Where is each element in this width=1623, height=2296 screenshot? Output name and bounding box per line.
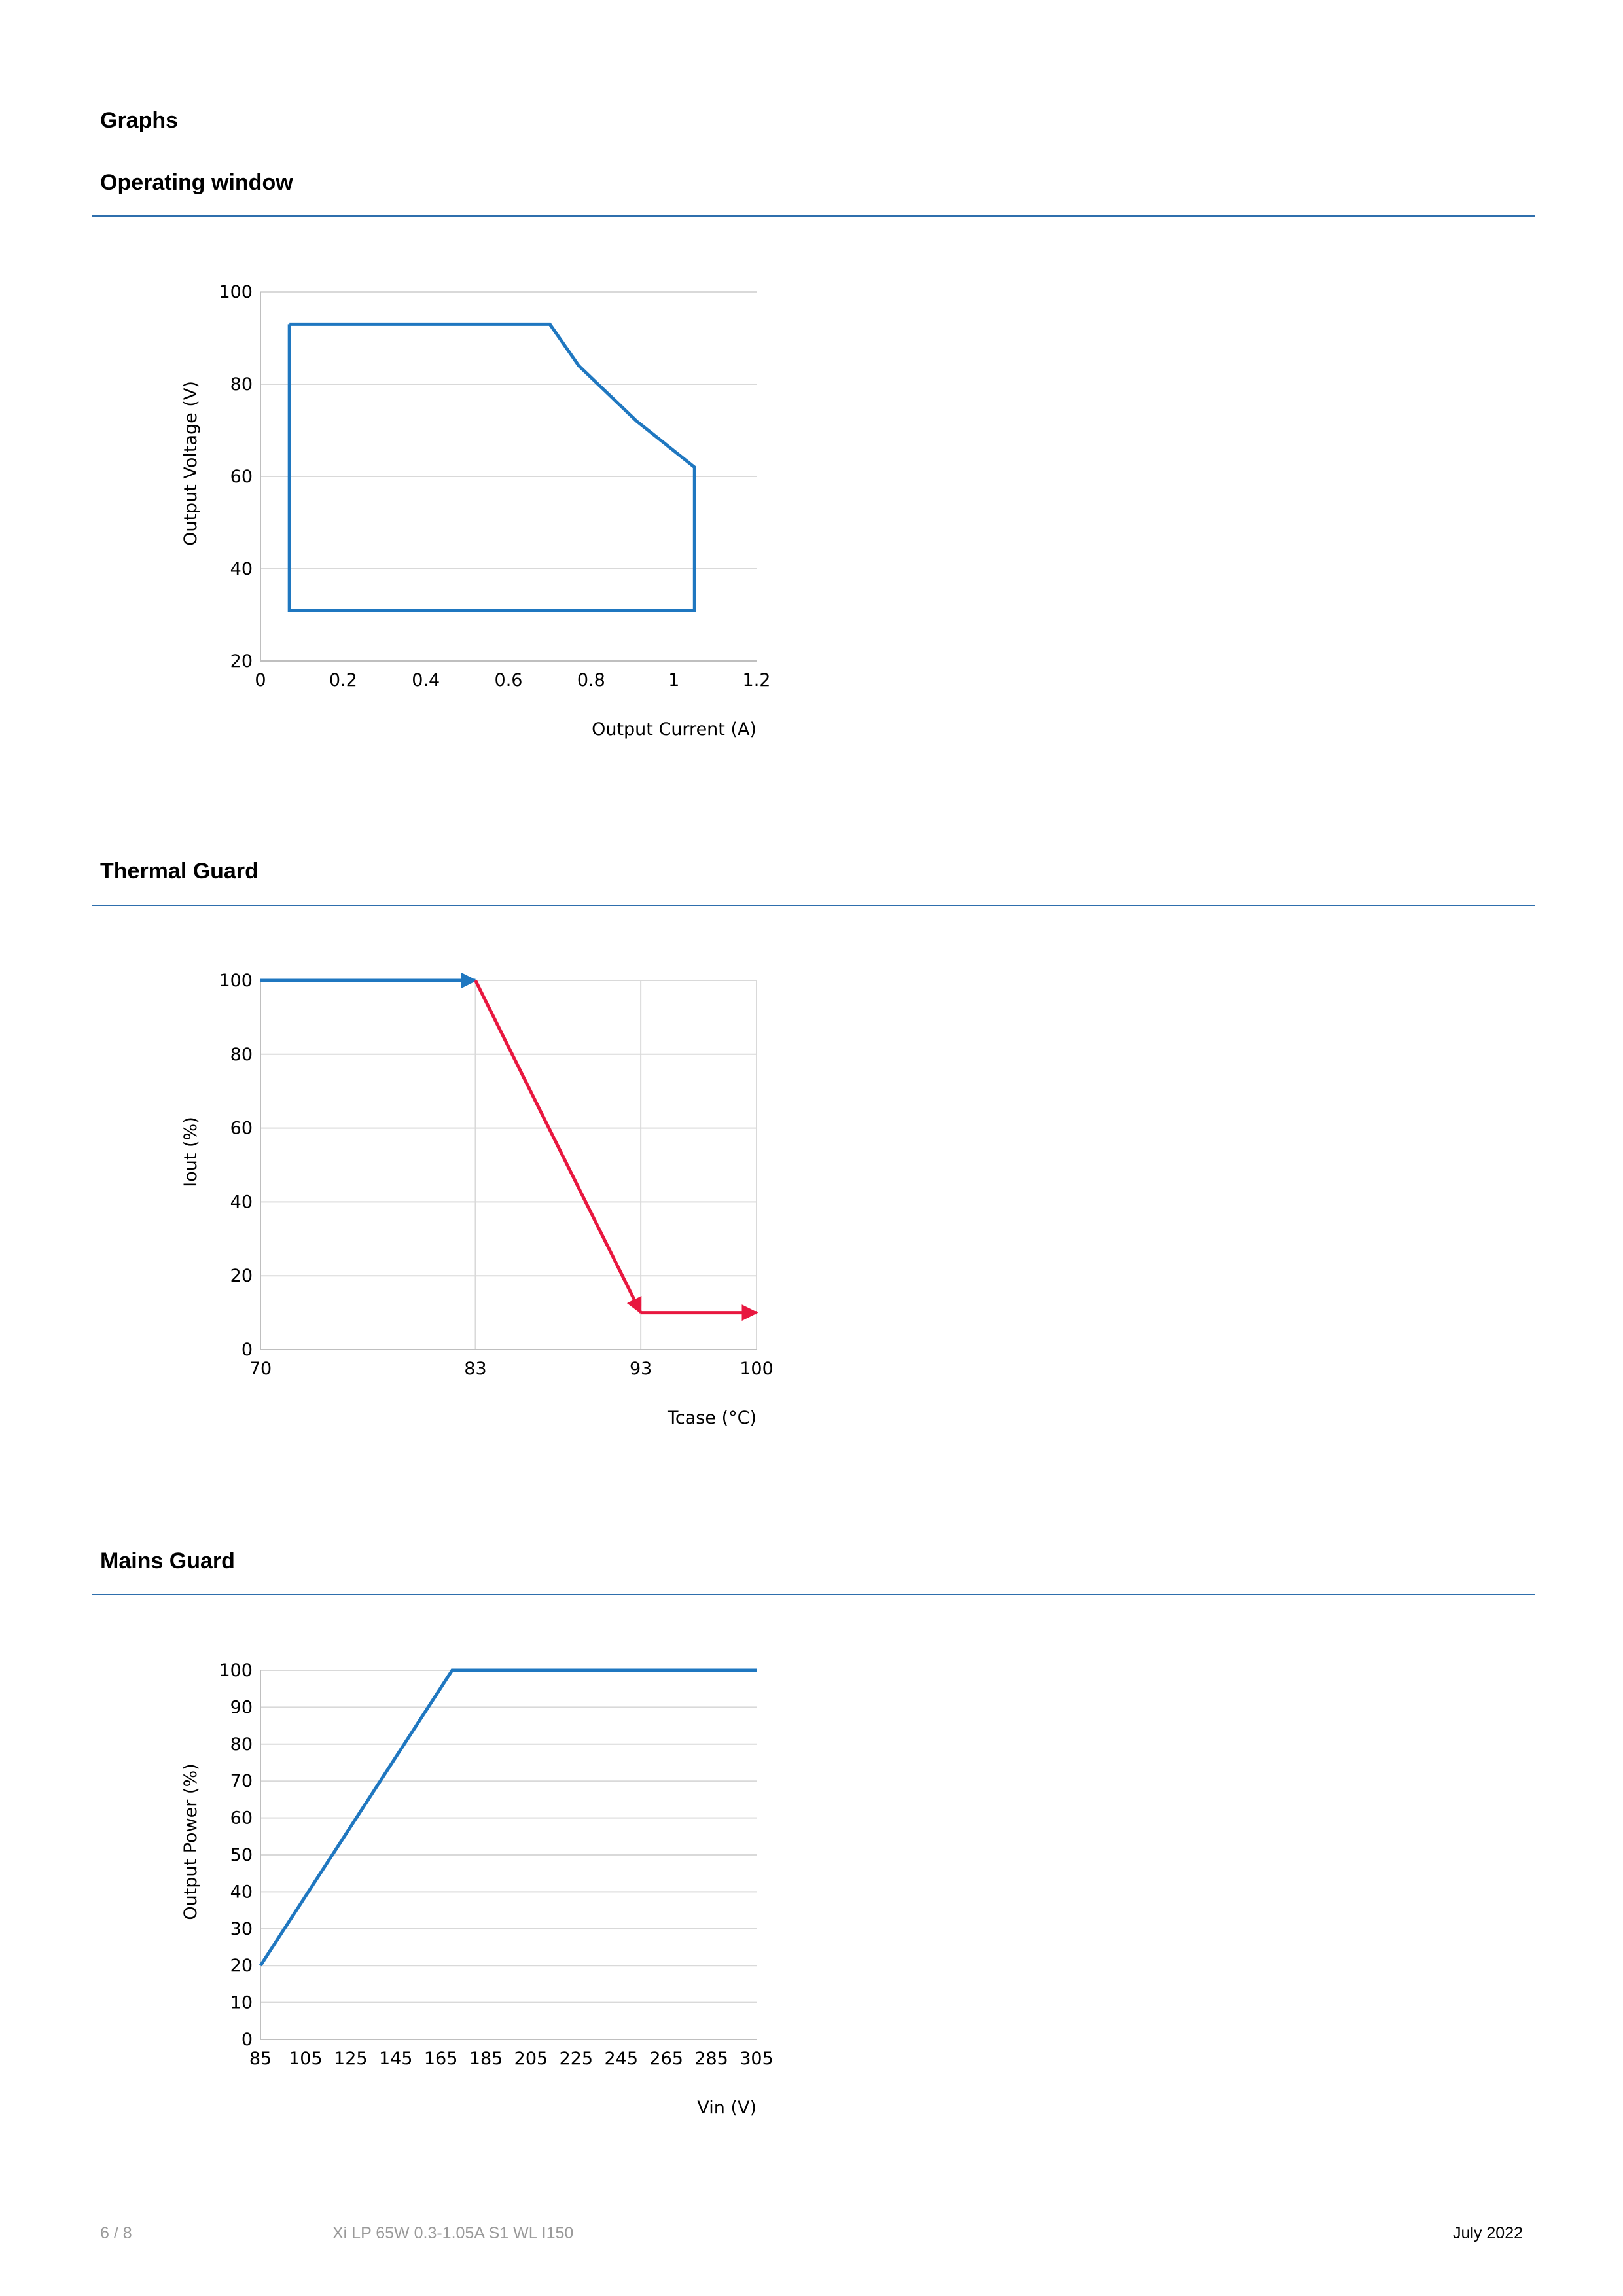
x-tick-label: 225 [560, 2049, 594, 2069]
x-tick-label: 0 [255, 670, 266, 691]
y-axis-title: Iout (%) [181, 1117, 201, 1187]
y-tick-label: 10 [230, 1993, 253, 2013]
y-tick-label: 100 [219, 282, 253, 302]
x-tick-label: 165 [424, 2049, 458, 2069]
mains-guard-heading: Mains Guard [100, 1549, 235, 1573]
y-tick-label: 40 [230, 559, 253, 579]
x-tick-label: 105 [289, 2049, 323, 2069]
y-axis-title: Output Voltage (V) [181, 381, 201, 546]
y-tick-label: 80 [230, 1045, 253, 1065]
operating-window-chart: 20 40 60 80 100 0 0.2 0.4 0.6 0.8 1 1.2 Output Volta… [181, 282, 771, 740]
x-tick-label: 83 [464, 1359, 486, 1379]
x-tick-label: 1.2 [743, 670, 771, 691]
x-tick-label: 0.4 [412, 670, 440, 691]
x-tick-label: 285 [694, 2049, 728, 2069]
x-tick-label: 0.6 [495, 670, 523, 691]
y-tick-label: 0 [241, 1340, 253, 1360]
section-divider [92, 1594, 1535, 1595]
y-tick-label: 20 [230, 1956, 253, 1976]
x-tick-label: 145 [379, 2049, 413, 2069]
y-tick-label: 100 [219, 1660, 253, 1681]
section-divider [92, 905, 1535, 906]
x-tick-label: 265 [649, 2049, 683, 2069]
y-tick-label: 80 [230, 1734, 253, 1755]
x-tick-label: 100 [740, 1359, 774, 1379]
series-line [287, 322, 696, 612]
y-tick-label: 80 [230, 374, 253, 395]
thermal-guard-heading: Thermal Guard [100, 859, 259, 884]
thermal-guard-chart: 0 20 40 60 80 100 70 83 93 100 Iout (%) Tcase (°C) [181, 971, 774, 1428]
y-tick-label: 0 [241, 2030, 253, 2050]
x-tick-label: 245 [604, 2049, 638, 2069]
y-tick-label: 70 [230, 1771, 253, 1791]
y-tick-label: 90 [230, 1697, 253, 1717]
x-axis-title: Output Current (A) [592, 719, 757, 740]
x-axis-title: Tcase (°C) [667, 1408, 757, 1428]
series-line [474, 979, 643, 1314]
operating-window-heading: Operating window [100, 170, 293, 195]
x-tick-label: 185 [469, 2049, 503, 2069]
y-tick-label: 20 [230, 1266, 253, 1286]
graphs-heading: Graphs [100, 108, 179, 133]
y-tick-label: 60 [230, 1808, 253, 1829]
footer-page-number: 6 / 8 [100, 2224, 132, 2242]
y-tick-label: 20 [230, 651, 253, 672]
x-axis-title: Vin (V) [697, 2098, 757, 2118]
x-tick-label: 0.2 [329, 670, 357, 691]
x-tick-label: 93 [630, 1359, 652, 1379]
mains-guard-chart: 0 10 20 30 40 50 60 70 80 90 100 85 105 125 145 165 185 2… [181, 1660, 774, 2118]
y-tick-label: 60 [230, 1119, 253, 1139]
section-divider [92, 215, 1535, 217]
series-line [259, 1668, 757, 1967]
y-tick-label: 40 [230, 1192, 253, 1212]
y-axis-title: Output Power (%) [181, 1763, 201, 1920]
footer-date: July 2022 [1453, 2224, 1524, 2242]
x-tick-label: 125 [334, 2049, 368, 2069]
y-tick-label: 50 [230, 1845, 253, 1865]
footer-product-name: Xi LP 65W 0.3-1.05A S1 WL I150 [332, 2224, 574, 2242]
x-tick-label: 70 [249, 1359, 272, 1379]
x-tick-label: 0.8 [577, 670, 605, 691]
x-tick-label: 205 [514, 2049, 548, 2069]
y-tick-label: 30 [230, 1919, 253, 1939]
y-tick-label: 40 [230, 1882, 253, 1902]
y-tick-label: 60 [230, 467, 253, 487]
x-tick-label: 305 [740, 2049, 774, 2069]
y-tick-label: 100 [219, 971, 253, 991]
x-tick-label: 1 [668, 670, 679, 691]
x-tick-label: 85 [249, 2049, 272, 2069]
